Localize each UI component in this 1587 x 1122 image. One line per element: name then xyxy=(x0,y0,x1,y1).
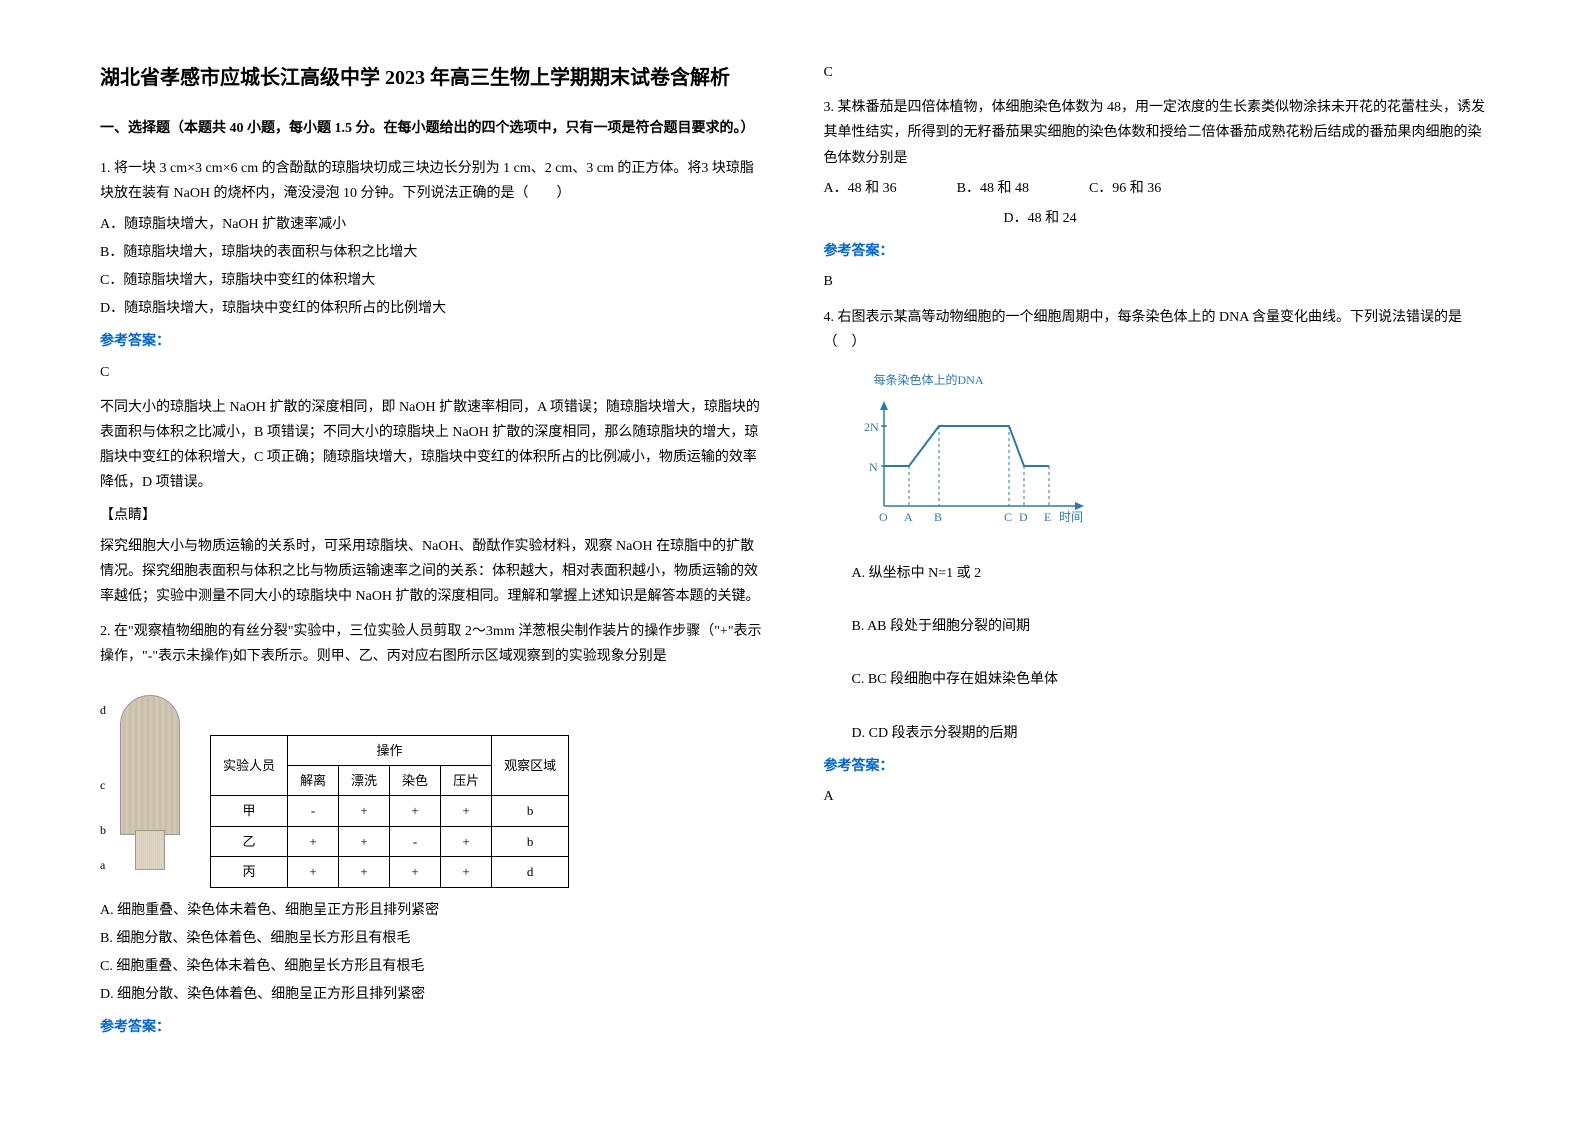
q3-answer-label: 参考答案： xyxy=(824,239,1488,264)
q1-point: 探究细胞大小与物质运输的关系时，可采用琼脂块、NaOH、酚酞作实验材料，观察 N… xyxy=(100,534,764,610)
table-row: 甲 - + + + b xyxy=(211,796,569,826)
question-4: 4. 右图表示某高等动物细胞的一个细胞周期中，每条染色体上的 DNA 含量变化曲… xyxy=(824,305,1488,810)
question-1: 1. 将一块 3 cm×3 cm×6 cm 的含酚酞的琼脂块切成三块边长分别为 … xyxy=(100,156,764,609)
document-title: 湖北省孝感市应城长江高级中学 2023 年高三生物上学期期末试卷含解析 xyxy=(100,60,764,96)
q4-answer: A xyxy=(824,784,1488,809)
q3-option-a: A．48 和 36 xyxy=(824,176,897,201)
q4-option-b: B. AB 段处于细胞分裂的间期 xyxy=(824,614,1488,639)
svg-text:C: C xyxy=(1004,510,1012,524)
q1-point-label: 【点睛】 xyxy=(100,503,764,528)
q3-option-c: C．96 和 36 xyxy=(1089,176,1161,201)
q2-option-d: D. 细胞分散、染色体着色、细胞呈正方形且排列紧密 xyxy=(100,982,764,1007)
onion-diagram: d c b a xyxy=(100,675,190,875)
svg-text:N: N xyxy=(869,460,878,474)
q1-option-b: B．随琼脂块增大，琼脂块的表面积与体积之比增大 xyxy=(100,240,764,265)
question-3: 3. 某株番茄是四倍体植物，体细胞染色体数为 48，用一定浓度的生长素类似物涂抹… xyxy=(824,95,1488,294)
q2-option-b: B. 细胞分散、染色体着色、细胞呈长方形且有根毛 xyxy=(100,926,764,951)
q2-answer-label: 参考答案： xyxy=(100,1015,764,1040)
svg-text:A: A xyxy=(904,510,913,524)
q2-figure-table: d c b a 实验人员 操作 观察区域 解离 漂洗 染色 压片 甲 - + xyxy=(100,675,764,888)
th-c4: 压片 xyxy=(441,765,492,795)
q1-explanation: 不同大小的琼脂块上 NaOH 扩散的深度相同，即 NaOH 扩散速率相同，A 项… xyxy=(100,395,764,496)
q3-option-d: D．48 和 24 xyxy=(1004,206,1077,231)
q2-option-a: A. 细胞重叠、染色体未着色、细胞呈正方形且排列紧密 xyxy=(100,898,764,923)
q1-answer: C xyxy=(100,360,764,385)
q4-option-a: A. 纵坐标中 N=1 或 2 xyxy=(824,561,1488,586)
table-row: 乙 + + - + b xyxy=(211,826,569,856)
q2-table: 实验人员 操作 观察区域 解离 漂洗 染色 压片 甲 - + + + b 乙 + xyxy=(210,735,569,888)
dna-chart-svg: 2N N O A B C D E 时间 xyxy=(854,396,1094,536)
q4-option-d: D. CD 段表示分裂期的后期 xyxy=(824,721,1488,746)
q2-option-c: C. 细胞重叠、染色体未着色、细胞呈长方形且有根毛 xyxy=(100,954,764,979)
svg-text:E: E xyxy=(1044,510,1051,524)
th-c2: 漂洗 xyxy=(339,765,390,795)
svg-text:D: D xyxy=(1019,510,1028,524)
q1-answer-label: 参考答案： xyxy=(100,329,764,354)
q1-option-d: D．随琼脂块增大，琼脂块中变红的体积所占的比例增大 xyxy=(100,296,764,321)
label-a: a xyxy=(100,855,105,877)
q3-option-b: B．48 和 48 xyxy=(957,176,1029,201)
section-header: 一、选择题（本题共 40 小题，每小题 1.5 分。在每小题给出的四个选项中，只… xyxy=(100,116,764,141)
q4-option-c: C. BC 段细胞中存在姐妹染色单体 xyxy=(824,667,1488,692)
q1-option-a: A．随琼脂块增大，NaOH 扩散速率减小 xyxy=(100,212,764,237)
q3-answer: B xyxy=(824,269,1488,294)
th-c3: 染色 xyxy=(390,765,441,795)
table-row: 丙 + + + + d xyxy=(211,857,569,887)
q4-chart: 每条染色体上的DNA 2N N O A B C D E 时间 xyxy=(854,370,1488,546)
label-c: c xyxy=(100,775,105,797)
label-d: d xyxy=(100,700,106,722)
label-b: b xyxy=(100,820,106,842)
q2-text: 2. 在"观察植物细胞的有丝分裂"实验中，三位实验人员剪取 2～3mm 洋葱根尖… xyxy=(100,619,764,669)
q3-text: 3. 某株番茄是四倍体植物，体细胞染色体数为 48，用一定浓度的生长素类似物涂抹… xyxy=(824,95,1488,171)
q4-chart-title: 每条染色体上的DNA xyxy=(874,370,1488,392)
q1-text: 1. 将一块 3 cm×3 cm×6 cm 的含酚酞的琼脂块切成三块边长分别为 … xyxy=(100,156,764,206)
th-operation: 操作 xyxy=(288,735,492,765)
q2-answer: C xyxy=(824,60,1488,85)
svg-text:O: O xyxy=(879,510,888,524)
svg-text:B: B xyxy=(934,510,942,524)
th-person: 实验人员 xyxy=(211,735,288,796)
q4-answer-label: 参考答案： xyxy=(824,754,1488,779)
th-c1: 解离 xyxy=(288,765,339,795)
q1-option-c: C．随琼脂块增大，琼脂块中变红的体积增大 xyxy=(100,268,764,293)
th-region: 观察区域 xyxy=(492,735,569,796)
svg-text:2N: 2N xyxy=(864,420,879,434)
q4-text: 4. 右图表示某高等动物细胞的一个细胞周期中，每条染色体上的 DNA 含量变化曲… xyxy=(824,305,1488,355)
svg-text:时间: 时间 xyxy=(1059,510,1083,524)
